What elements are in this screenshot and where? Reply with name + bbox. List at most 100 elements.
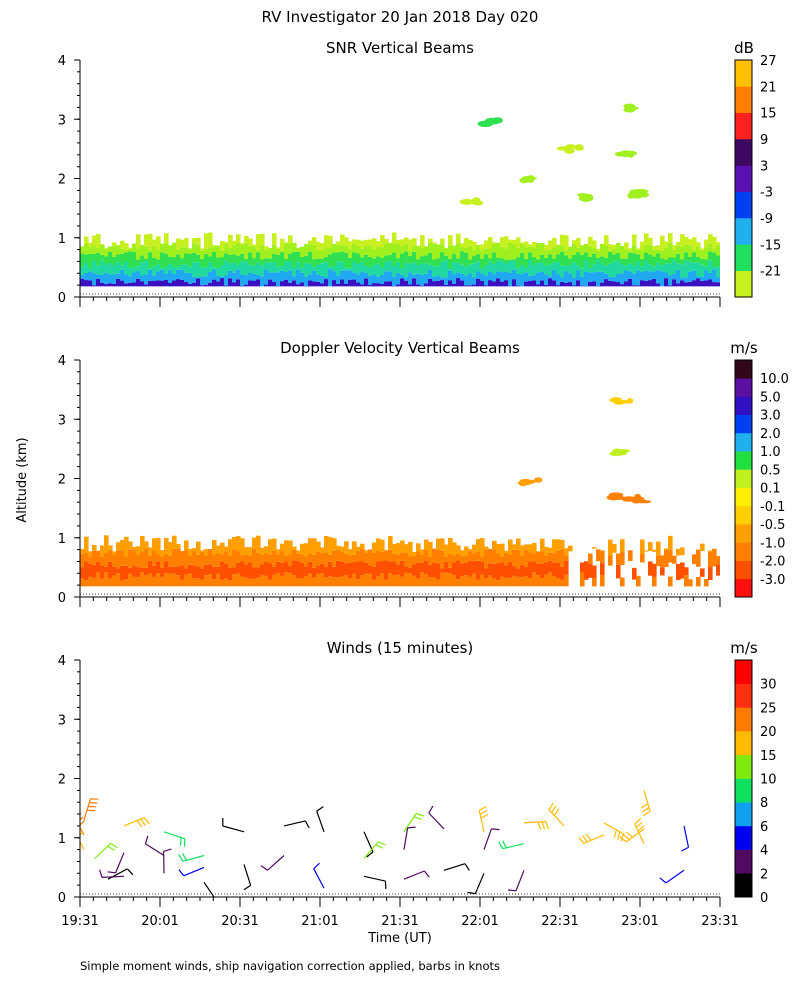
heatmap-cell	[324, 536, 329, 553]
heatmap-cell	[312, 244, 317, 260]
heatmap-cell	[452, 574, 457, 587]
heatmap-cell	[536, 263, 541, 273]
heatmap-cell	[408, 556, 413, 568]
heatmap-cell	[516, 247, 521, 258]
heatmap-cell	[204, 565, 209, 576]
heatmap-cell	[420, 572, 425, 587]
heatmap-cell	[312, 554, 317, 568]
heatmap-cell	[148, 233, 153, 250]
heatmap-cell	[476, 560, 481, 580]
heatmap-cell	[684, 244, 689, 253]
heatmap-cell	[496, 242, 501, 258]
heatmap-cell	[396, 574, 401, 587]
heatmap-cell	[128, 251, 133, 268]
heatmap-cell	[640, 280, 645, 287]
barb-shaft	[363, 875, 386, 882]
barb-feather	[551, 805, 557, 814]
heatmap-cell	[176, 238, 181, 250]
heatmap-cell	[184, 247, 189, 254]
heatmap-cell	[464, 238, 469, 248]
heatmap-cell	[276, 247, 281, 249]
heatmap-cell	[124, 283, 129, 287]
heatmap-cell	[124, 565, 129, 580]
heatmap-cell	[572, 244, 577, 256]
heatmap-cell	[308, 553, 313, 562]
heatmap-cell	[604, 235, 609, 246]
heatmap-cell	[712, 269, 717, 283]
heatmap-cell	[360, 248, 365, 258]
heatmap-cell	[664, 550, 669, 568]
heatmap-cell	[392, 544, 397, 554]
heatmap-cell	[244, 284, 249, 287]
barb-shaft	[483, 828, 492, 850]
heatmap-cell	[556, 254, 561, 262]
heatmap-cell	[376, 551, 381, 562]
heatmap-cell	[96, 252, 101, 266]
barb-feather	[182, 853, 188, 861]
heatmap-cell	[208, 271, 213, 283]
y-tick-label: 2	[58, 173, 66, 188]
heatmap-cell	[120, 269, 125, 281]
heatmap-cell	[344, 267, 349, 271]
heatmap-cell	[524, 267, 529, 273]
heatmap-cell	[344, 283, 349, 287]
heatmap-cell	[596, 257, 601, 261]
heatmap-cell	[648, 264, 653, 272]
colorbar-segment	[735, 396, 752, 415]
heatmap-cell	[128, 573, 133, 587]
heatmap-cell	[588, 236, 593, 247]
heatmap-cell	[192, 548, 197, 552]
heatmap-cell	[508, 242, 513, 260]
heatmap-cell	[164, 243, 169, 254]
heatmap-cell	[204, 284, 209, 287]
heatmap-cell	[324, 262, 329, 278]
heatmap-cell	[284, 561, 289, 573]
heatmap-cell	[108, 545, 113, 551]
heatmap-cell	[376, 538, 381, 552]
heatmap-cell	[408, 272, 413, 285]
heatmap-cell	[400, 253, 405, 269]
heatmap-cell	[132, 243, 137, 253]
heatmap-cell	[544, 274, 549, 285]
heatmap-cell	[160, 270, 165, 281]
heatmap-cell	[140, 281, 145, 287]
heatmap-cell	[280, 252, 285, 267]
heatmap-cell	[252, 567, 257, 579]
heatmap-cell	[196, 578, 201, 587]
colorbar-label: 9	[760, 133, 768, 148]
heatmap-cell	[528, 561, 533, 579]
heatmap-cell	[252, 537, 257, 549]
echo-patch	[612, 448, 622, 454]
echo-patch	[621, 496, 637, 502]
heatmap-cell	[444, 572, 449, 587]
heatmap-cell	[672, 260, 677, 275]
y-tick-label: 0	[58, 891, 66, 906]
heatmap-cell	[608, 244, 613, 251]
heatmap-cell	[428, 564, 433, 578]
heatmap-cell	[436, 275, 441, 281]
heatmap-cell	[348, 268, 353, 271]
heatmap-cell	[532, 247, 537, 258]
heatmap-cell	[672, 257, 677, 261]
heatmap-cell	[496, 271, 501, 279]
heatmap-cell	[400, 274, 405, 279]
wind-barb	[403, 826, 416, 850]
heatmap-cell	[428, 556, 433, 565]
heatmap-cell	[484, 578, 489, 587]
heatmap-cell	[672, 279, 677, 287]
heatmap-cell	[492, 540, 497, 550]
heatmap-cell	[304, 566, 309, 577]
heatmap-cell	[268, 554, 273, 564]
heatmap-cell	[548, 547, 553, 553]
heatmap-cell	[272, 566, 277, 575]
heatmap-cell	[420, 256, 425, 264]
heatmap-cell	[636, 248, 641, 250]
heatmap-cell	[420, 549, 425, 555]
colorbar-segment	[735, 451, 752, 470]
heatmap-cell	[408, 250, 413, 257]
heatmap-cell	[92, 235, 97, 246]
heatmap-cell	[412, 251, 417, 263]
heatmap-cell	[92, 285, 97, 287]
heatmap-cell	[84, 280, 89, 287]
heatmap-cell	[188, 555, 193, 565]
